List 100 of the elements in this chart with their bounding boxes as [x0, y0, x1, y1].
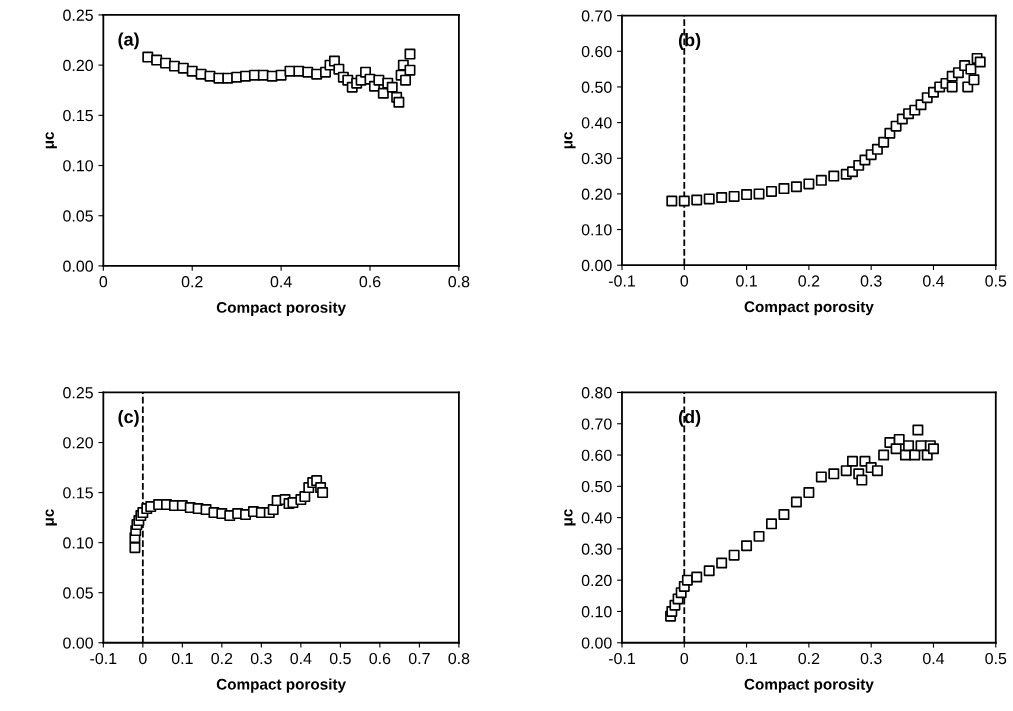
point [741, 189, 753, 201]
point [912, 424, 924, 436]
x-tick-label: 0.5 [329, 652, 351, 665]
x-tick-label: 0.1 [171, 652, 193, 665]
point [856, 474, 868, 486]
x-tick-label: 0.5 [985, 652, 1007, 665]
y-tick-label: 0.40 [581, 117, 612, 129]
y-tick-label: 0.05 [63, 587, 93, 599]
y-tick-label: 0.20 [581, 188, 612, 200]
y-tick-label: 0.50 [581, 480, 612, 493]
point [393, 96, 405, 108]
point [753, 530, 765, 542]
y-tick-label: 0.10 [581, 606, 612, 618]
y-tick-label: 0.20 [581, 574, 612, 587]
y-tick-label: 0.60 [581, 449, 612, 461]
x-axis-title: Compact porosity [744, 300, 874, 316]
point [968, 74, 980, 86]
x-tick-label: 0.2 [181, 276, 203, 288]
x-tick-label: -0.1 [608, 652, 635, 665]
point [766, 185, 777, 197]
x-tick-label: 0.4 [270, 276, 292, 288]
point [871, 465, 883, 477]
y-tick-label: 0.20 [63, 59, 93, 72]
point [840, 465, 852, 477]
y-tick-label: 0.00 [63, 260, 93, 272]
point [728, 190, 740, 202]
y-tick-label: 0.70 [581, 10, 612, 22]
point [946, 81, 958, 93]
y-tick-label: 0.10 [581, 224, 612, 236]
point [129, 542, 141, 554]
point [790, 496, 802, 508]
point [267, 504, 279, 516]
point [815, 174, 827, 186]
point [828, 468, 840, 480]
x-tick-label: 0.4 [923, 275, 945, 287]
y-tick-label: 0.20 [63, 437, 93, 449]
point [400, 74, 412, 86]
point [909, 449, 921, 461]
point [678, 195, 690, 207]
x-tick-label: 0.1 [736, 652, 757, 665]
point [728, 549, 740, 561]
y-tick-label: 0.10 [63, 537, 93, 549]
point [974, 56, 986, 68]
x-tick-label: 0.2 [211, 652, 233, 665]
y-tick-label: 0.05 [63, 210, 93, 222]
y-tick-label: 0.25 [63, 9, 93, 21]
y-tick-label: 0.30 [581, 152, 612, 165]
point [716, 191, 728, 203]
point [803, 487, 815, 499]
point [878, 136, 890, 148]
x-tick-label: 0.4 [290, 652, 312, 665]
y-tick-label: 0.30 [581, 543, 612, 555]
x-tick-label: 0.5 [985, 275, 1007, 287]
x-axis-title: Compact porosity [744, 678, 874, 693]
x-tick-label: 0.6 [369, 652, 391, 665]
x-tick-label: 0 [680, 652, 689, 665]
point [828, 170, 840, 182]
y-tick-label: 0.15 [63, 487, 93, 499]
point [803, 178, 815, 190]
x-tick-label: 0 [680, 275, 689, 287]
x-tick-label: 0.2 [798, 275, 820, 287]
point [404, 64, 416, 76]
y-axis-title: μc [45, 131, 57, 149]
x-tick-label: 0 [99, 276, 108, 288]
x-tick-label: 0.2 [798, 652, 820, 665]
y-axis-title: μc [45, 509, 57, 526]
x-tick-label: 0.8 [448, 652, 470, 665]
point [790, 181, 802, 193]
y-axis-title: μc [564, 509, 576, 526]
y-tick-label: 0.10 [63, 160, 93, 172]
point [299, 491, 311, 503]
y-tick-label: 0.00 [581, 259, 612, 272]
point [404, 48, 416, 60]
point [666, 195, 678, 207]
annotation: (d) [678, 409, 701, 427]
point [691, 194, 703, 206]
point [741, 540, 753, 552]
point [778, 508, 790, 520]
point [965, 63, 977, 75]
x-tick-label: 0.4 [923, 652, 945, 665]
x-tick-label: 0.3 [860, 652, 882, 665]
y-tick-label: 0.40 [581, 512, 612, 524]
y-tick-label: 0.70 [581, 418, 612, 430]
x-tick-label: -0.1 [90, 652, 117, 665]
point [815, 471, 827, 483]
y-axis-title: μc [564, 131, 576, 149]
point [386, 81, 398, 93]
point [716, 557, 728, 569]
x-tick-label: 0.8 [448, 276, 470, 288]
point [903, 440, 915, 452]
x-tick-label: 0.3 [860, 275, 882, 287]
point [753, 188, 765, 200]
point [778, 183, 790, 195]
point [703, 565, 715, 577]
x-tick-label: 0.3 [250, 652, 272, 665]
x-axis-title: Compact porosity [216, 301, 346, 316]
point [377, 87, 389, 99]
x-tick-label: 0.6 [359, 276, 381, 288]
point [317, 487, 329, 499]
point [691, 571, 703, 583]
